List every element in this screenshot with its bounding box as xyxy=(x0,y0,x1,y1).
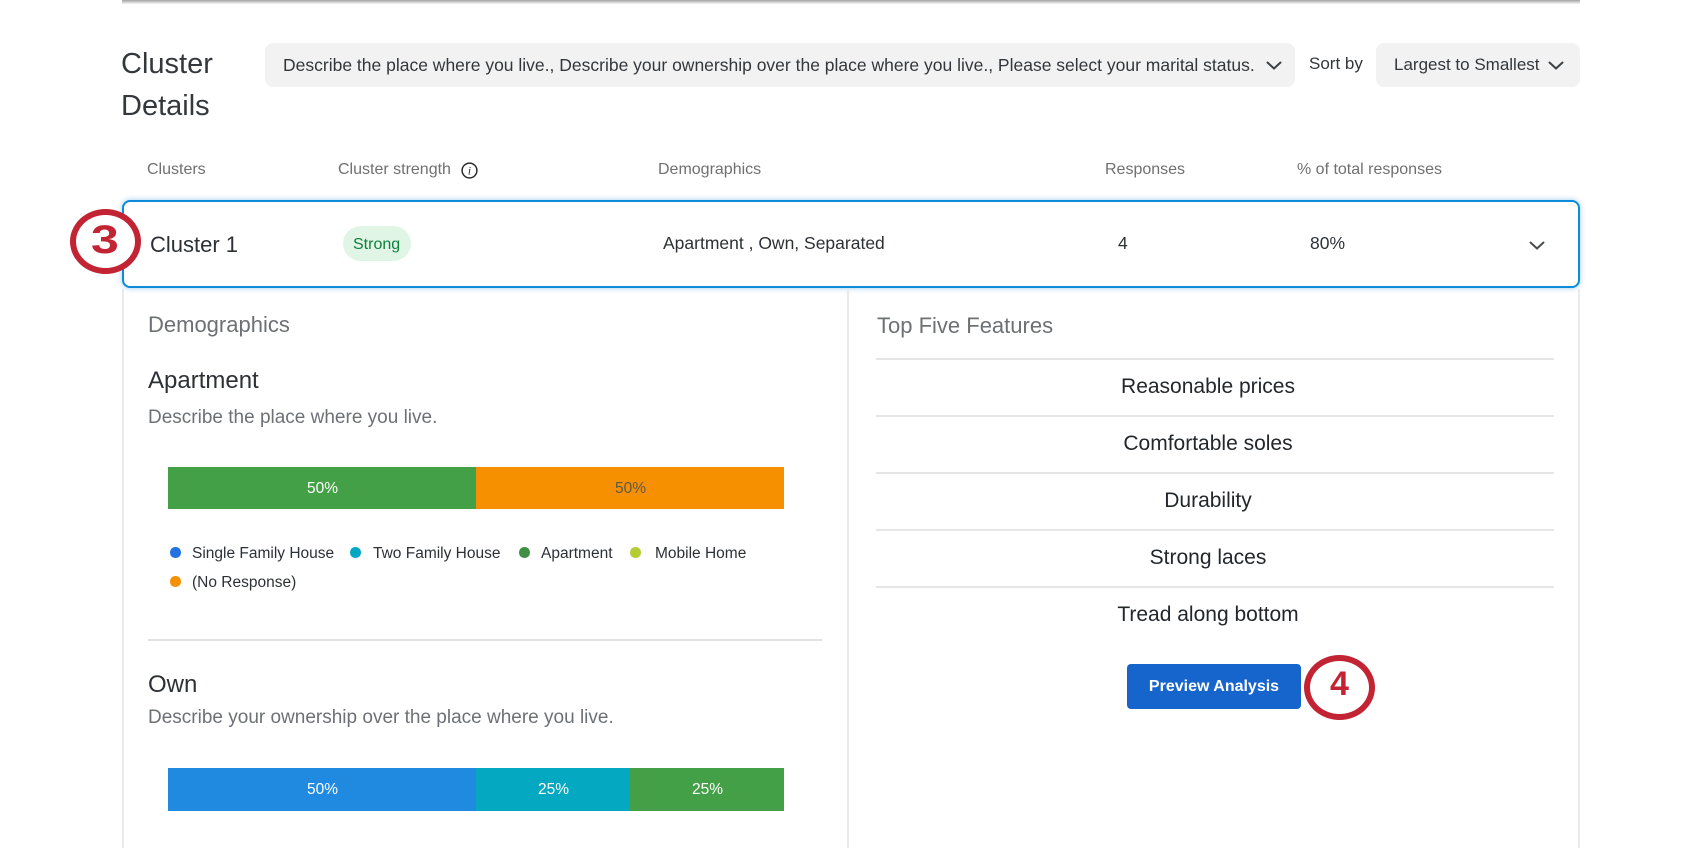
svg-text:i: i xyxy=(468,166,471,178)
